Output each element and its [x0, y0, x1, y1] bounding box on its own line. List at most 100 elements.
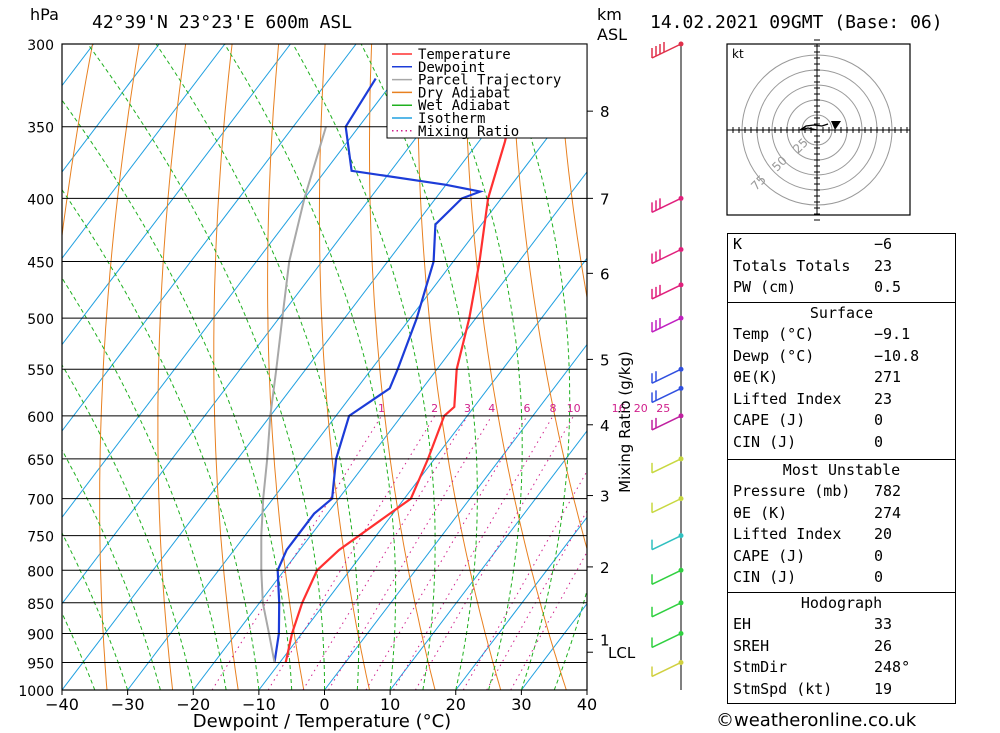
wind-barb: [651, 534, 682, 551]
pressure-tick-label: 700: [27, 493, 54, 509]
stmspd-label: StmSpd (kt): [733, 679, 833, 698]
dry-adiabat-line: [369, 44, 436, 690]
mu-cin: 0: [874, 568, 884, 586]
dry-adiabat-line: [157, 44, 187, 690]
x-tick-label: 30: [511, 695, 531, 714]
height-tick-label: 6: [600, 265, 610, 283]
height-tick-label: 8: [600, 103, 610, 121]
height-tick-label: 3: [600, 488, 610, 506]
stmspd-value: 19: [874, 679, 893, 698]
wet-adiabat-line: [553, 44, 587, 690]
wind-barb: [651, 497, 682, 514]
isotherm-line: [192, 171, 587, 690]
asl-unit: ASL: [597, 25, 627, 44]
mixing-ratio-axis-label: Mixing Ratio (g/kg): [616, 351, 634, 493]
x-tick-label: 40: [577, 695, 597, 714]
sreh-label: SREH: [733, 636, 770, 655]
isotherm-line: [258, 257, 587, 690]
wind-barb: [651, 458, 682, 474]
mu-thetae-label: θE (K): [733, 503, 788, 522]
dewpoint-profile: [273, 78, 485, 663]
dry-adiabat-line: [318, 44, 370, 690]
mixing-ratio-tick-label: 25: [656, 402, 670, 415]
isotherm-line: [324, 343, 587, 690]
stmdir-value: 248°: [874, 658, 911, 676]
tt-value: 23: [874, 256, 893, 275]
pressure-tick-label: 1000: [18, 684, 54, 700]
wind-barb: [651, 43, 682, 59]
pressure-tick-label: 800: [27, 564, 54, 580]
isotherm-line: [62, 44, 554, 690]
hodograph-title: Hodograph: [800, 594, 883, 612]
pressure-tick-label: 650: [27, 453, 54, 469]
surface-dewp: −10.8: [874, 346, 920, 365]
surface-title: Surface: [809, 304, 874, 322]
mixing-ratio-line: [393, 415, 554, 690]
pressure-tick-label: 750: [27, 530, 54, 546]
x-axis-label: Dewpoint / Temperature (°C): [193, 711, 451, 732]
wind-barb: [651, 368, 682, 384]
mixing-ratio-line: [267, 415, 436, 690]
pressure-tick-label: 350: [27, 121, 54, 137]
surface-thetae-label: θE(K): [733, 368, 779, 386]
height-tick-label: 4: [600, 417, 610, 435]
wet-adiabat-line: [62, 531, 129, 690]
wind-barb: [651, 284, 682, 300]
mixing-ratio-tick-label: 4: [488, 402, 495, 415]
mixing-ratio-tick-label: 8: [549, 402, 556, 415]
pressure-tick-label: 400: [27, 192, 54, 208]
isotherm-line: [62, 44, 357, 432]
mu-thetae: 274: [874, 503, 902, 522]
pressure-tick-label: 500: [27, 312, 54, 328]
wind-barb: [651, 569, 682, 585]
pw-label: PW (cm): [733, 278, 797, 296]
legend-entry: Dry Adiabat: [418, 85, 511, 101]
wet-adiabat-line: [62, 612, 96, 690]
isotherm-line: [62, 44, 226, 260]
surface-cin-label: CIN (J): [733, 432, 797, 451]
pressure-tick-label: 900: [27, 627, 54, 643]
parcel-trajectory: [260, 126, 327, 663]
wind-barb: [651, 197, 682, 214]
pressure-tick-label: 550: [27, 363, 54, 379]
dry-adiabat-line: [213, 44, 239, 690]
mixing-ratio-tick-label: 1: [378, 402, 385, 415]
footer-credit[interactable]: ©weatheronline.co.uk: [716, 710, 917, 731]
hodograph-unit: kt: [732, 47, 744, 61]
isotherm-line: [127, 84, 587, 690]
most-unstable-table: Most Unstable Pressure (mb) 782 θE (K) 274…: [727, 459, 956, 593]
wet-adiabat-line: [87, 44, 325, 690]
isotherm-line: [62, 44, 423, 519]
isotherm-line: [62, 44, 160, 173]
surface-li-label: Lifted Index: [733, 389, 842, 408]
pressure-tick-label: 850: [27, 597, 54, 613]
km-unit: km: [597, 5, 622, 24]
surface-temp: −9.1: [874, 325, 911, 343]
wet-adiabat-line: [360, 44, 478, 690]
wet-adiabat-line: [62, 448, 161, 690]
height-tick-label: 5: [600, 351, 610, 369]
surface-dewp-label: Dewp (°C): [733, 346, 815, 365]
eh-label: EH: [733, 615, 752, 633]
legend-entry: Dewpoint: [418, 60, 485, 76]
wind-barb: [651, 317, 682, 333]
x-tick-label: 20: [446, 695, 466, 714]
mu-li-label: Lifted Index: [733, 525, 842, 543]
pressure-tick-label: 300: [27, 38, 54, 54]
mu-pressure: 782: [874, 482, 902, 500]
x-tick-label: 10: [380, 695, 400, 714]
hodograph-table: Hodograph EH 33 SREH 26 StmDir 248° StmSpd …: [727, 592, 956, 704]
location-title: 42°39'N 23°23'E 600m ASL: [92, 12, 352, 33]
height-tick-label: 2: [600, 559, 610, 577]
pressure-tick-label: 450: [27, 256, 54, 272]
dry-adiabat-line: [417, 44, 502, 690]
x-tick-label: −40: [45, 695, 79, 714]
dry-adiabat-line: [267, 44, 305, 690]
dry-adiabat-line: [976, 44, 1000, 690]
k-value: −6: [874, 235, 893, 253]
mixing-ratio-tick-label: 16: [612, 402, 626, 415]
wind-barb: [651, 661, 682, 678]
tt-label: Totals Totals: [733, 256, 851, 275]
